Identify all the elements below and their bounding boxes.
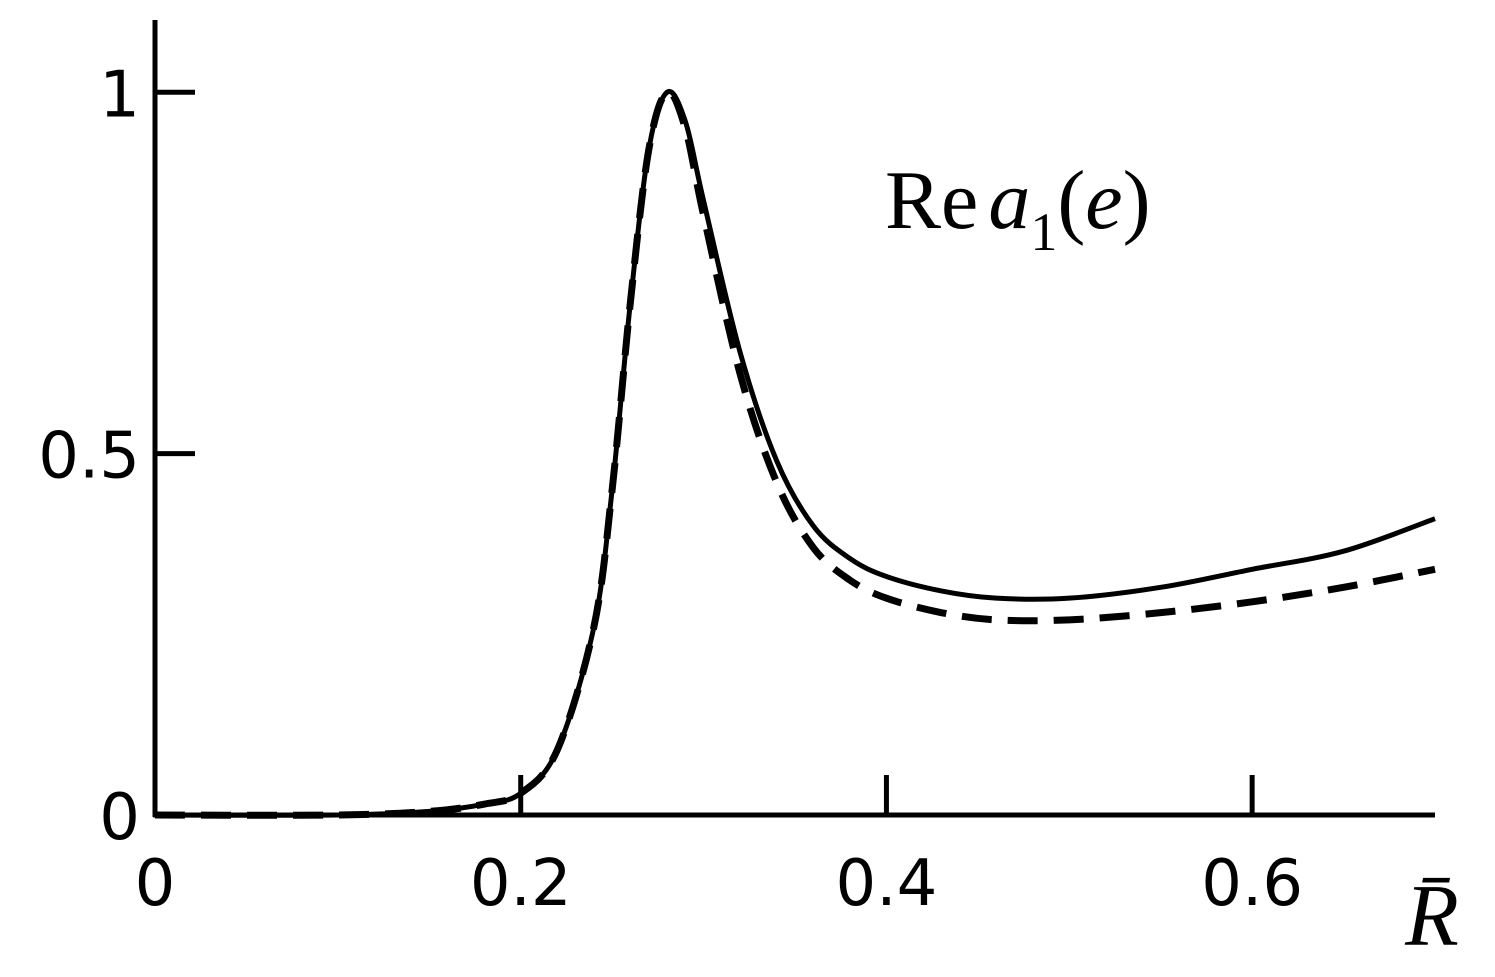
series-line-solid xyxy=(154,88,1436,818)
y-tick-label: 1 xyxy=(99,58,140,132)
series-line-dashed xyxy=(154,88,1436,819)
annotation-sub: 1 xyxy=(1030,202,1057,262)
y-ticks: 00.51 xyxy=(38,58,195,855)
annotation-open: ( xyxy=(1057,154,1085,247)
x-tick-label: 0.2 xyxy=(470,847,572,921)
annotation-e: e xyxy=(1085,154,1122,247)
x-axis-label: R̄ xyxy=(1404,868,1459,965)
y-tick-label: 0.5 xyxy=(38,420,140,494)
x-tick-label: 0.6 xyxy=(1201,847,1303,921)
annotation-label: Re a1(e) xyxy=(885,154,1151,262)
x-axis-label-group: R̄ xyxy=(1404,868,1459,965)
annotation-a: a xyxy=(988,154,1030,247)
annotation-close: ) xyxy=(1123,154,1151,247)
x-ticks: 0 0.2 0.4 0.6 xyxy=(135,775,1303,921)
y-tick-label: 0 xyxy=(99,781,140,855)
x-tick-label: 0 xyxy=(135,847,176,921)
annotation-re: Re xyxy=(885,154,978,247)
axes xyxy=(152,20,1435,818)
x-tick-label: 0.4 xyxy=(836,847,938,921)
series-layer xyxy=(154,88,1436,819)
